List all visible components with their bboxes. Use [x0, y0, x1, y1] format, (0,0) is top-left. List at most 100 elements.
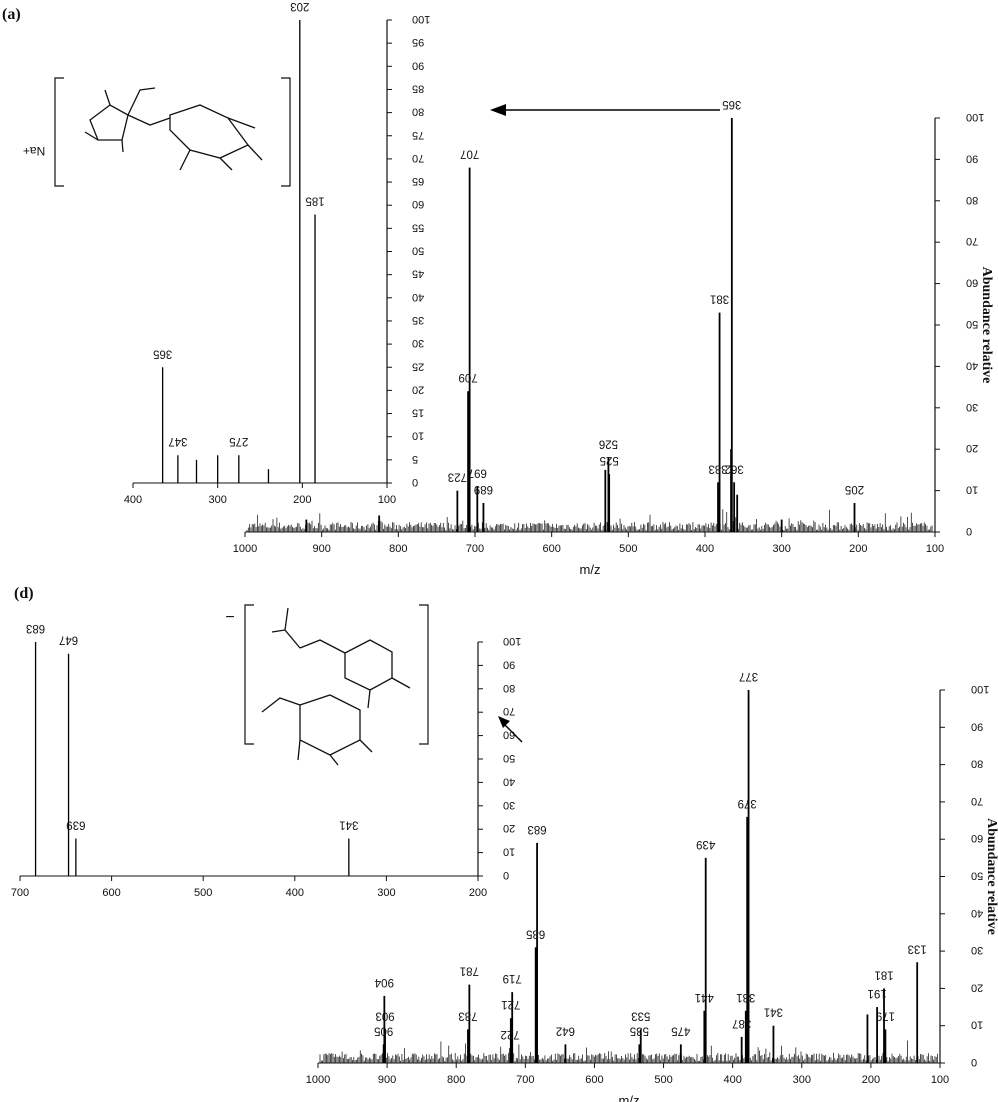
panel-d-molecule-drawing — [261, 607, 411, 766]
panel-d-main-y-tick-label-1: 10 — [971, 1019, 983, 1031]
panel-d-inset-y-tick-label-8: 80 — [503, 682, 515, 694]
panel-a-molecule-drawing — [84, 87, 263, 171]
panel-a-molecule-bond — [247, 144, 263, 161]
panel-d-main-peak-label-721: 721 — [501, 998, 520, 1010]
panel-a-main-x-tick-label-3: 400 — [696, 543, 714, 555]
panel-d-molecule-bond — [261, 697, 301, 713]
panel-a-arrow-head — [490, 104, 506, 116]
panel-d-molecule-bond — [329, 754, 339, 766]
panel-a-inset-y-tick-label-20: 100 — [412, 13, 430, 25]
panel-d-main-peak-label-341: 341 — [764, 1006, 783, 1018]
panel-d-main-x-tick-label-7: 800 — [447, 1074, 465, 1086]
panel-a-main-y-tick-label-8: 80 — [966, 194, 978, 206]
panel-a-inset-peak-label-365: 365 — [153, 347, 172, 359]
panel-d-main-y-tick-label-8: 80 — [971, 758, 983, 770]
panel-a-inset-x-tick-label-2: 300 — [208, 494, 226, 506]
panel-a-molecule-bond — [127, 87, 156, 116]
panel-a-main-x-tick-label-6: 700 — [466, 543, 484, 555]
panel-d-arrow-head — [498, 716, 510, 728]
panel-d-inset-y-tick-label-7: 70 — [503, 705, 515, 717]
panel-d-inset-y-tick-label-9: 90 — [503, 658, 515, 670]
panel-a-bracket-left — [54, 77, 64, 187]
panel-d-main-peak-label-387: 387 — [732, 1017, 751, 1029]
panel-d-molecule-bond — [299, 639, 346, 654]
panel-d-main-x-tick-label-6: 700 — [516, 1074, 534, 1086]
panel-d-main-peak-label-683: 683 — [527, 823, 546, 835]
panel-a-molecule-bond — [169, 104, 249, 159]
panel-a-inset-y-tick-label-18: 90 — [412, 59, 424, 71]
panel-d-inset-x-tick-label-1: 300 — [377, 887, 395, 899]
panel-a-inset-x-tick-label-3: 400 — [124, 494, 142, 506]
panel-d-main-y-label: Abundance relative — [984, 818, 998, 935]
panel-a-main-x-label: m/z — [580, 562, 601, 577]
panel-d-main-y-tick-label-6: 60 — [971, 832, 983, 844]
panel-a-main-peak-label-723: 723 — [448, 471, 467, 483]
panel-a-inset-peak-label-275: 275 — [229, 435, 248, 447]
panel-d-main-peak-label-181: 181 — [874, 968, 893, 980]
panel-a-molecule-bond — [227, 117, 256, 129]
panel-a-main-y-tick-label-1: 10 — [966, 484, 978, 496]
panel-d-molecule-bond — [297, 739, 301, 761]
panel-d-inset-y-tick-label-5: 50 — [503, 752, 515, 764]
panel-d-main-y-tick-label-3: 30 — [971, 944, 983, 956]
panel-a-inset-y-tick-label-8: 40 — [412, 291, 424, 303]
panel-label-a: (a) — [2, 6, 21, 23]
panel-d-main-peak-label-439: 439 — [696, 838, 715, 850]
axes-layer: 0102030405060708090100100200300400500600… — [11, 13, 998, 1102]
panel-a-inset-x-tick-label-0: 100 — [378, 494, 396, 506]
panel-d-inset-peak-label-647: 647 — [59, 634, 78, 646]
panel-d-molecule-bond — [367, 689, 371, 709]
panel-a-main-peak-label-381: 381 — [710, 293, 729, 305]
panel-d-bracket-left — [244, 604, 254, 745]
panel-d-inset-y-tick-label-10: 100 — [503, 635, 521, 647]
panel-a-main-peak-label-362: 362 — [725, 462, 744, 474]
panel-a-inset-peak-label-347: 347 — [168, 435, 187, 447]
panel-a-main-peak-label-365: 365 — [722, 98, 741, 110]
panel-a-inset-y-tick-label-12: 60 — [412, 198, 424, 210]
panel-d-main-peak-label-535: 535 — [630, 1024, 649, 1036]
panel-d-inset-peak-label-639: 639 — [66, 819, 85, 831]
panel-d-main-peak-label-781: 781 — [460, 965, 479, 977]
panel-a-inset-y-tick-label-2: 10 — [412, 430, 424, 442]
panel-d-inset-y-tick-label-0: 0 — [503, 869, 509, 881]
panel-d-main-y-tick-label-5: 50 — [971, 870, 983, 882]
panel-a-inset-y-tick-label-7: 35 — [412, 314, 424, 326]
panel-a-main-peak-label-707: 707 — [460, 148, 479, 160]
panel-a-main-peak-label-205: 205 — [845, 483, 864, 495]
panel-a-inset-y-tick-label-19: 95 — [412, 36, 424, 48]
panel-d-molecule-bond — [271, 629, 286, 633]
panel-a-inset-y-tick-label-4: 20 — [412, 383, 424, 395]
panel-d-charge-label: − — [225, 609, 234, 626]
panel-a-main-y-tick-label-0: 0 — [966, 525, 972, 537]
panel-a-main-y-tick-label-9: 90 — [966, 152, 978, 164]
panel-a-bracket-right — [281, 77, 291, 187]
panel-label-d: (d) — [14, 585, 34, 602]
panel-d-molecule-bond — [359, 739, 373, 753]
panel-d-main-x-tick-label-0: 100 — [931, 1074, 949, 1086]
panel-d-main-peak-label-642: 642 — [556, 1024, 575, 1036]
noise-layer — [246, 509, 938, 1063]
panel-d-molecule-bond — [391, 677, 411, 689]
panel-a-main-peak-label-383: 383 — [708, 462, 727, 474]
panel-d-molecule-bond — [344, 639, 393, 691]
panel-a-main-x-tick-label-0: 100 — [926, 543, 944, 555]
panel-a-inset-y-tick-label-13: 65 — [412, 175, 424, 187]
panel-d-main-peak-label-379: 379 — [738, 797, 757, 809]
panel-d-main-y-tick-label-9: 90 — [971, 720, 983, 732]
panel-a-molecule-bond — [121, 139, 124, 153]
panel-d-molecule-bond — [284, 607, 301, 649]
panel-d-inset-peak-label-683: 683 — [26, 622, 45, 634]
panel-d-inset-y-tick-label-6: 60 — [503, 729, 515, 741]
panel-a-main-y-tick-label-5: 50 — [966, 318, 978, 330]
panel-a-inset-y-tick-label-15: 75 — [412, 129, 424, 141]
panel-d-main-peak-label-133: 133 — [908, 942, 927, 954]
panel-d-main-x-tick-label-1: 200 — [862, 1074, 880, 1086]
panel-d-main-y-tick-label-4: 40 — [971, 907, 983, 919]
panel-a-main-y-tick-label-2: 20 — [966, 442, 978, 454]
panel-d-main-x-tick-label-3: 400 — [723, 1074, 741, 1086]
panel-a-main-y-tick-label-7: 70 — [966, 235, 978, 247]
panel-d-molecule-bond — [299, 694, 361, 756]
panel-d-main-y-tick-label-2: 20 — [971, 981, 983, 993]
panel-d-main-x-label: m/z — [619, 1093, 640, 1102]
